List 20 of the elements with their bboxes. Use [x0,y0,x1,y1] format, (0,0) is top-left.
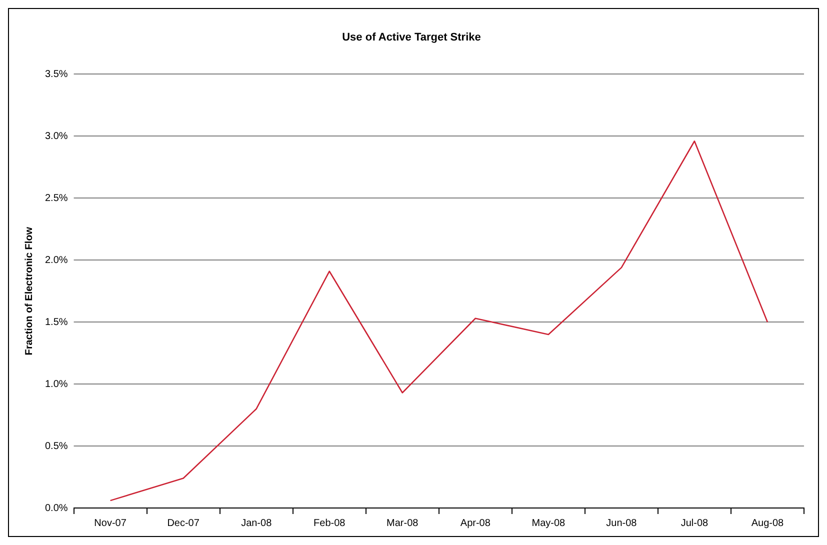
y-tick-label: 3.0% [44,130,68,142]
y-tick-label: 2.5% [44,192,68,204]
y-tick-label: 2.0% [44,254,68,266]
x-tick-label: Jul-08 [680,518,709,529]
y-tick-label: 3.5% [44,68,68,80]
x-tick-label: Dec-07 [167,518,200,529]
x-tick-label: Jan-08 [241,518,272,529]
x-tick-label: Jun-08 [606,518,638,529]
x-tick-label: Feb-08 [314,518,346,529]
y-tick-label: 1.5% [44,316,68,328]
y-axis-title: Fraction of Electronic Flow [24,226,35,356]
y-tick-label: 0.0% [44,502,68,514]
x-tick-label: Apr-08 [460,518,491,529]
y-tick-label: 0.5% [44,440,68,452]
x-tick-label: Nov-07 [94,518,127,529]
x-tick-label: Aug-08 [751,518,784,529]
chart-title: Use of Active Target Strike [342,32,481,44]
y-tick-label: 1.0% [44,378,68,390]
x-tick-label: Mar-08 [386,518,419,529]
x-tick-label: May-08 [532,518,566,529]
